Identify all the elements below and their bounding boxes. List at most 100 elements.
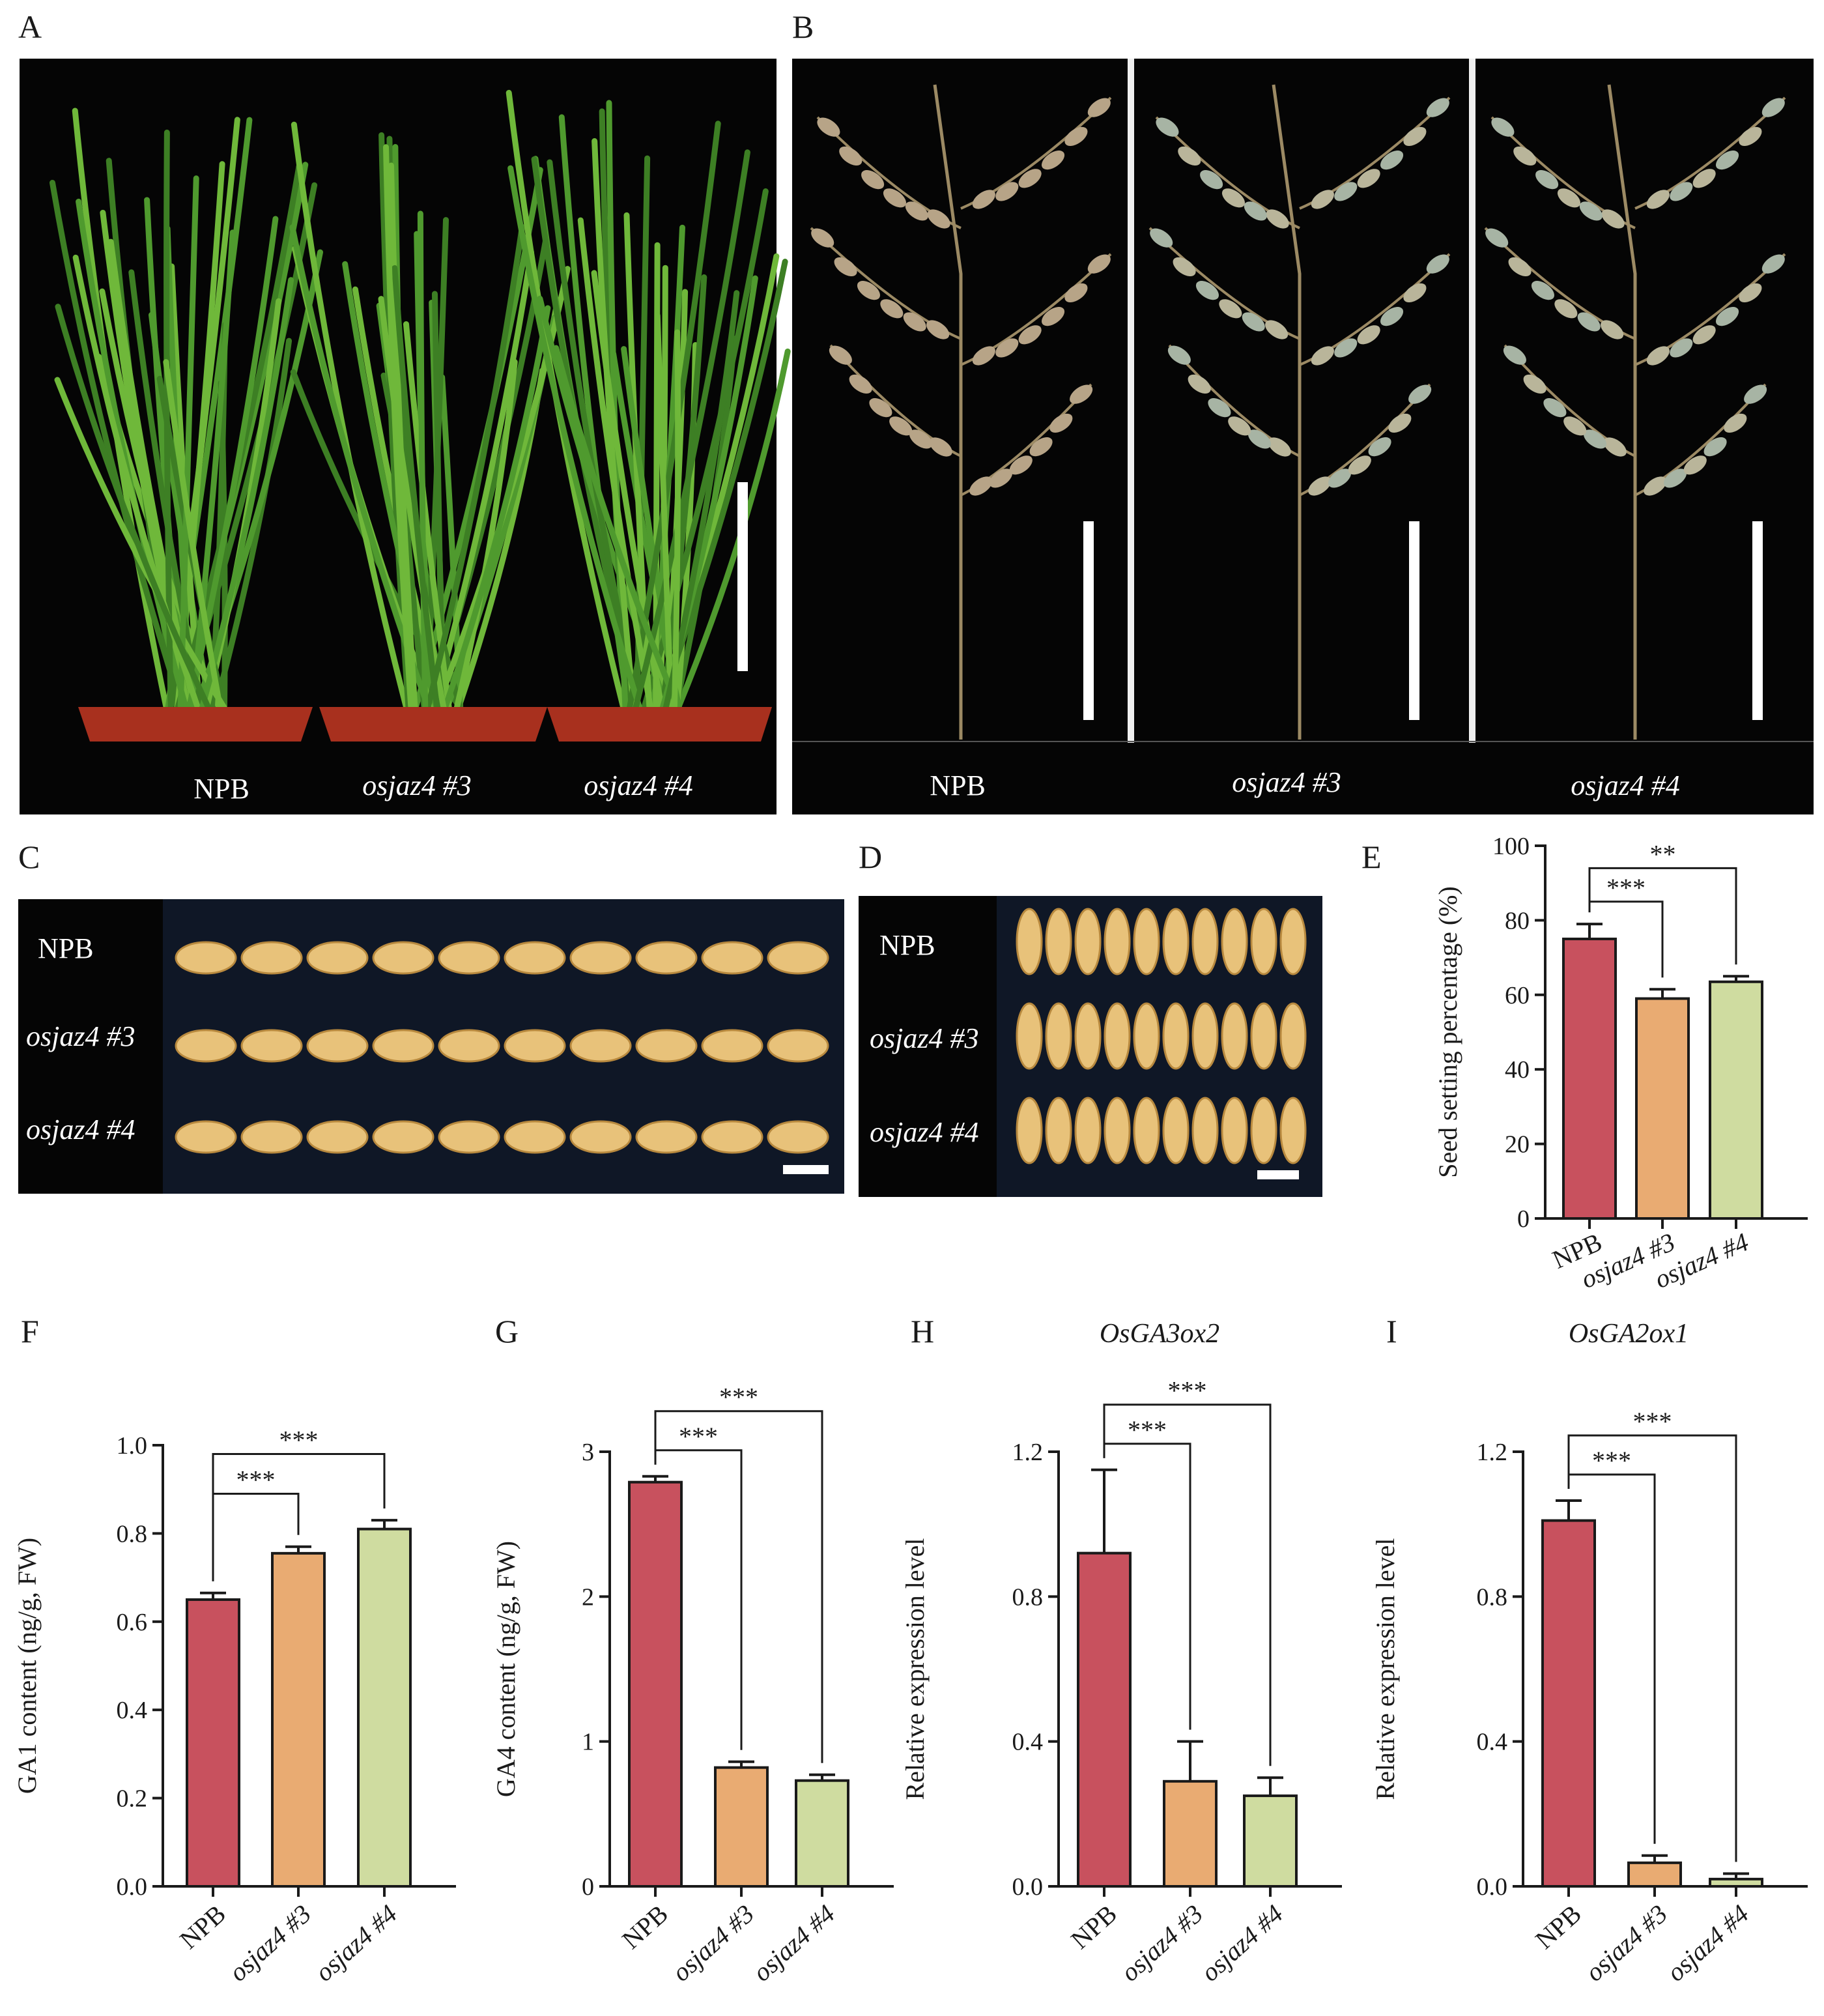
panicle-grain (1308, 476, 1332, 496)
plant-leaf (55, 304, 211, 710)
panel-letter-a: A (18, 8, 42, 45)
bar-i-2 (1709, 1877, 1763, 1888)
panicle-grain (880, 299, 904, 319)
panicle-grain (1334, 182, 1358, 201)
grain-width (1016, 1097, 1043, 1164)
y-tick-label-e: 100 (1492, 833, 1530, 860)
panicle-grain (1715, 307, 1739, 326)
photo-label-a-npb: NPB (193, 773, 249, 805)
y-tick-label-h: 0.4 (1012, 1729, 1044, 1756)
panicle-grain (1029, 437, 1053, 457)
plant-leaf (417, 210, 429, 710)
significance-bracket-g-1 (654, 1410, 823, 1763)
panicle-shapes (810, 84, 1786, 740)
panicle-grain (969, 476, 993, 496)
grain-length (569, 1029, 632, 1063)
plant-leaf (76, 198, 189, 710)
significance-label-i-0: *** (1592, 1446, 1631, 1475)
grain-width (1045, 1002, 1072, 1070)
chart-title-h: OsGA3ox2 (1100, 1319, 1219, 1349)
panicle-grain (1646, 190, 1670, 209)
panicle-grain (1583, 429, 1607, 449)
bar-h-1 (1163, 1779, 1218, 1888)
panicle-grain (1064, 126, 1088, 146)
panel-letter-d: D (859, 839, 882, 875)
y-tick-label-g: 1 (582, 1729, 594, 1756)
panicle-grain (1244, 201, 1267, 221)
photo-label-c-osjaz4-4: osjaz4 #4 (26, 1114, 135, 1145)
grain-length (240, 1120, 303, 1154)
grain-length (306, 1029, 369, 1063)
panicle-grain (1357, 169, 1380, 188)
grain-length (767, 941, 829, 975)
photo-label-a-osjaz4-4: osjaz4 #4 (584, 770, 692, 801)
chart-i: I OsGA2ox1 0.0 0.4 0.8 1.2 Relative expression… (1371, 1313, 1808, 1987)
plant-leaf (431, 249, 535, 710)
panicle-grain (903, 312, 926, 332)
panicle-grain (1531, 281, 1555, 300)
panicle-grain (1601, 209, 1625, 229)
grain-width (1191, 1097, 1219, 1164)
significance-bracket-f-1 (212, 1453, 386, 1581)
bar-f-2 (357, 1527, 412, 1888)
x-label-h-0: NPB (1065, 1899, 1122, 1955)
panicle-grain (1208, 398, 1231, 418)
plant-leaf (442, 305, 551, 710)
photo-plants: NPB osjaz4 #3 osjaz4 #4 (20, 59, 791, 814)
panicle-grain (926, 320, 950, 339)
panicle-stem (1607, 84, 1637, 740)
y-tick-label-e: 60 (1505, 982, 1530, 1009)
significance-label-e-1: ** (1650, 839, 1676, 869)
y-tick-label-h: 0.0 (1012, 1873, 1044, 1901)
panicle-grain (1557, 188, 1581, 208)
grain-length (701, 1120, 763, 1154)
panicle-grain (1018, 169, 1042, 188)
panicle-grain (1513, 146, 1537, 166)
panicle-grain (1670, 182, 1693, 201)
bar-e-1 (1635, 997, 1690, 1220)
scale-bar-b2 (1409, 521, 1419, 720)
grain-width (1016, 908, 1043, 975)
plant-leaf (653, 242, 661, 710)
panicle-grain (1554, 299, 1578, 319)
grain-length (372, 1120, 435, 1154)
photo-label-d-npb: NPB (879, 929, 935, 961)
significance-label-f-1: *** (279, 1426, 319, 1455)
panicle-grain (1692, 325, 1716, 345)
grain-width (1104, 908, 1131, 975)
y-tick-label-e: 20 (1505, 1131, 1530, 1159)
plant-leaf (54, 377, 227, 710)
y-tick-label-g: 3 (582, 1439, 594, 1466)
x-label-i-2: osjaz4 #4 (1661, 1899, 1754, 1987)
panicle-grain (829, 345, 852, 365)
bar-i-1 (1627, 1861, 1682, 1888)
panicle-grain (1070, 384, 1093, 404)
chart-f: F 0.0 0.2 0.4 0.6 0.8 1.0 GA1 content (ng/g, FW… (12, 1313, 456, 1987)
scale-bar-a (737, 482, 748, 671)
panicle-grain (995, 182, 1019, 201)
grain-length (438, 941, 500, 975)
panicle-grain (1228, 416, 1251, 436)
grain-width (1162, 1097, 1190, 1164)
significance-bracket-e-1 (1588, 867, 1737, 965)
grain-length (175, 941, 237, 975)
significance-label-f-0: *** (236, 1465, 276, 1494)
significance-label-i-1: *** (1633, 1407, 1672, 1436)
x-label-g-0: NPB (616, 1899, 674, 1955)
panicle-grain (1683, 455, 1707, 475)
panicle-grain (1579, 201, 1603, 221)
photo-label-d-osjaz4-4: osjaz4 #4 (870, 1116, 978, 1148)
plant-leaf (671, 329, 681, 710)
panicle-grain (1247, 429, 1272, 449)
panicle-grain (1603, 437, 1627, 457)
grain-width (1074, 1097, 1102, 1164)
grain-length (240, 941, 303, 975)
bar-g-1 (714, 1766, 769, 1888)
panicle-grain (1265, 320, 1289, 339)
panicle-grain (1087, 98, 1111, 117)
panel-letter-i: I (1386, 1313, 1397, 1349)
plant-leaf (177, 175, 199, 710)
grain-length (175, 1120, 237, 1154)
